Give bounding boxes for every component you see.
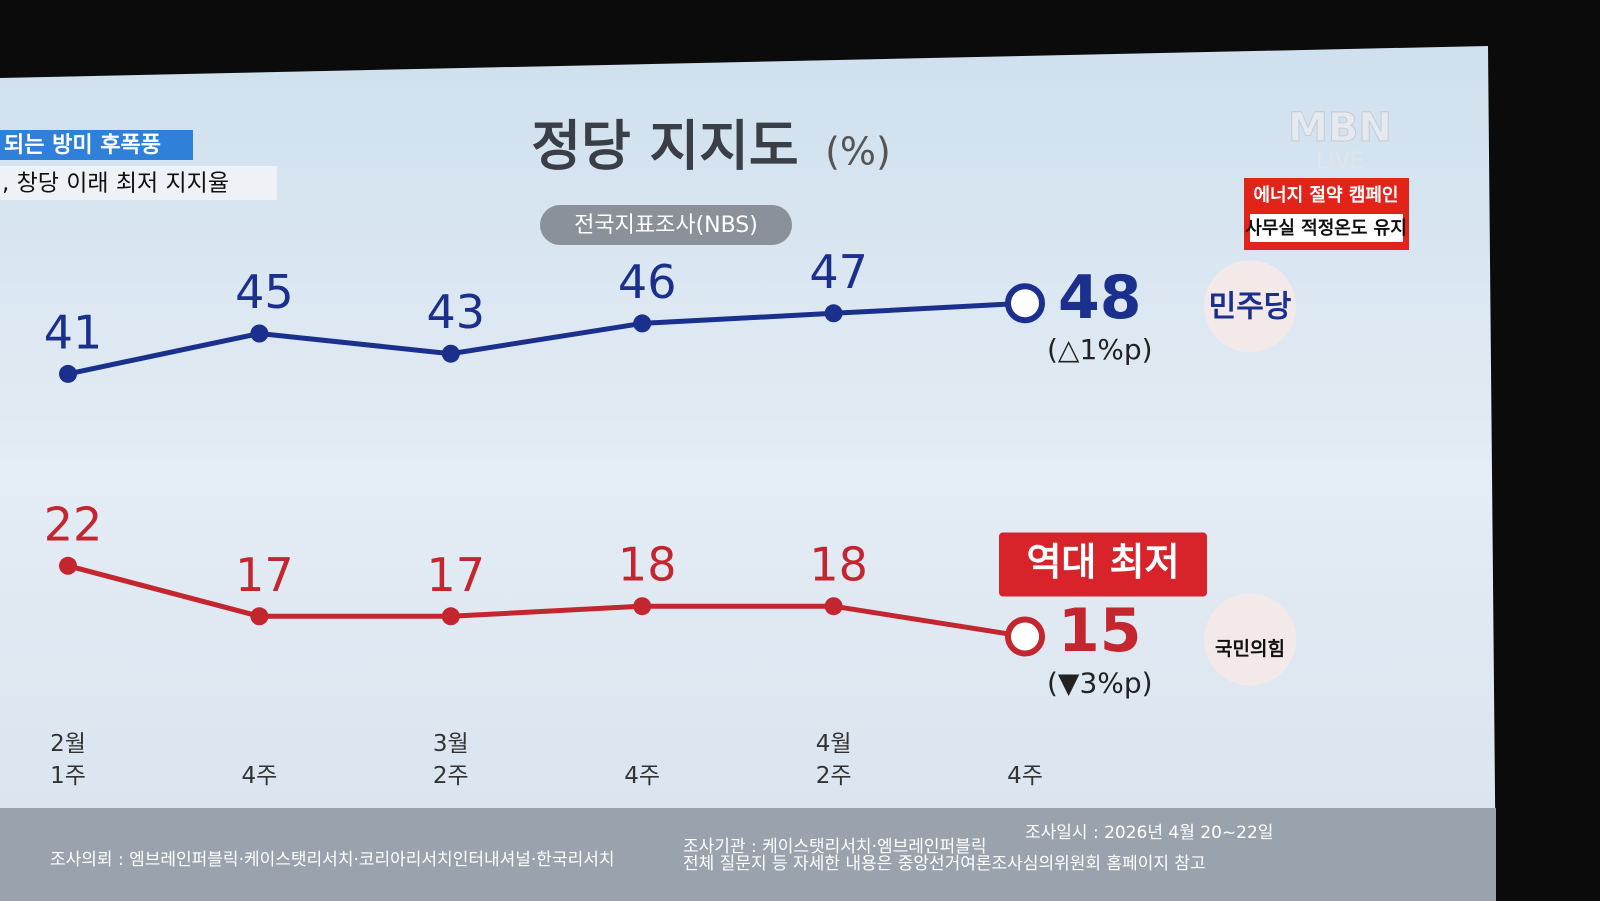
footer-client: 조사의뢰 : 엠브레인퍼블릭·케이스탯리서치·코리아리서치인터내셔널·한국리서치	[50, 850, 615, 870]
point	[441, 344, 460, 363]
value-label: 47	[809, 245, 868, 299]
footer-date: 조사일시 : 2026년 4월 20~22일	[1025, 823, 1273, 843]
point	[633, 597, 652, 616]
end-point	[1005, 616, 1045, 657]
chart-title: 정당 지지도	[531, 115, 798, 178]
point	[250, 607, 269, 626]
point	[59, 556, 77, 575]
logo: MBN	[1288, 105, 1392, 151]
campaign-text: 사무실 적정온도 유지	[1245, 218, 1407, 239]
value-label: 17	[235, 548, 294, 602]
annotation-box	[999, 532, 1207, 597]
annotation: 역대 최저	[1026, 540, 1179, 584]
title-unit: (%)	[825, 130, 891, 174]
legend-entry: 국민의힘	[1215, 638, 1285, 660]
legend-badge	[1204, 593, 1296, 686]
footer-band	[0, 808, 1496, 901]
legend-entry: 민주당	[1209, 290, 1292, 325]
footer-note: 전체 질문지 등 자세한 내용은 중앙선거여론조사심의위원회 홈페이지 참고	[683, 854, 1206, 874]
series-line	[67, 300, 1026, 377]
chart-subtitle: 전국지표조사(NBS)	[574, 213, 758, 238]
live: LIVE	[1316, 149, 1364, 174]
x-tick-label: 2월 1주	[50, 731, 86, 789]
campaign-title: 에너지 절약 캠페인	[1253, 184, 1398, 206]
point	[824, 304, 843, 323]
change-label: (△1%p)	[1047, 333, 1153, 366]
subheadline: , 창당 이래 최저 지지율	[2, 171, 229, 197]
x-tick-label: 4월 2주	[815, 731, 852, 789]
value-label: 17	[427, 548, 486, 602]
point	[441, 607, 460, 626]
headline-box	[0, 130, 193, 160]
series-line	[67, 563, 1026, 639]
x-tick-label: 3월 2주	[432, 731, 469, 789]
campaign-inner	[1250, 214, 1403, 242]
x-tick-label: 4주	[241, 763, 278, 789]
legend-badge	[1204, 260, 1296, 353]
point	[59, 364, 77, 383]
point	[824, 597, 843, 616]
subheadline-box	[0, 166, 277, 200]
x-tick-label: 4주	[624, 763, 661, 789]
subtitle-pill	[540, 205, 792, 245]
value-label: 43	[427, 285, 486, 339]
headline: 되는 방미 후폭풍	[4, 133, 161, 158]
value-label: 41	[44, 305, 103, 359]
end-value-label: 15	[1058, 596, 1142, 666]
point	[633, 314, 652, 333]
value-label: 22	[44, 497, 103, 551]
end-point	[1005, 283, 1045, 324]
value-label: 18	[618, 538, 677, 592]
value-label: 46	[618, 255, 677, 309]
value-label: 45	[235, 265, 294, 319]
change-label: (▼3%p)	[1047, 667, 1153, 700]
value-label: 18	[809, 538, 868, 592]
point	[250, 324, 269, 343]
x-tick-label: 4주	[1007, 763, 1043, 789]
end-value-label: 48	[1058, 263, 1142, 333]
footer-agency: 조사기관 : 케이스탯리서치·엠브레인퍼블릭	[683, 837, 986, 857]
panel	[0, 46, 1496, 901]
